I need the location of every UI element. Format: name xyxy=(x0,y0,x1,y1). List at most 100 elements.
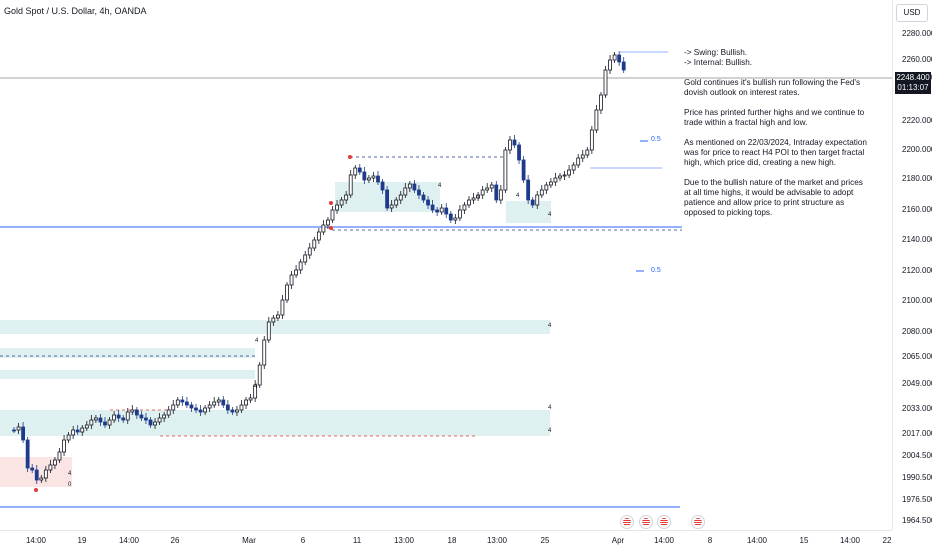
candle-body xyxy=(307,247,312,256)
candle-body xyxy=(435,209,440,213)
note-paragraph-1: Gold continues it's bullish run followin… xyxy=(684,78,861,97)
time-tick-label: 14:00 xyxy=(839,536,861,545)
fib-half-upper: 0.5 xyxy=(651,136,661,143)
candle-body xyxy=(621,61,626,71)
price-tick-label: 2120.000 xyxy=(902,266,932,275)
time-tick-label: 14:00 xyxy=(25,536,47,545)
time-tick-label: 19 xyxy=(77,536,87,545)
zone-tag: 4 xyxy=(548,323,552,329)
candle-body xyxy=(248,397,253,401)
candle-body xyxy=(421,194,426,201)
poi-zone xyxy=(0,348,255,358)
zone-tag: 4 xyxy=(476,195,480,201)
candle-body xyxy=(285,284,289,301)
candle-body xyxy=(426,199,430,206)
poi-zone xyxy=(0,370,255,379)
candle-body xyxy=(549,181,553,186)
us-flag-icon[interactable] xyxy=(691,515,705,529)
candle-body xyxy=(344,194,349,201)
chart-area[interactable]: 4 4 4 4 4 4 4 4 4 4 0 xyxy=(0,0,892,530)
candle-body xyxy=(221,399,226,406)
time-tick-label: 14:00 xyxy=(118,536,140,545)
candle-body xyxy=(403,187,408,196)
candle-body xyxy=(157,417,162,423)
zone-tag: 4 xyxy=(548,212,552,218)
candle-body xyxy=(203,407,208,413)
note-paragraph-2: Price has printed further highs and we c… xyxy=(684,108,865,127)
time-tick-label: 14:00 xyxy=(653,536,675,545)
candle-body xyxy=(366,177,371,181)
candle-body xyxy=(544,184,549,191)
time-tick-label: 22 xyxy=(882,536,892,545)
us-flag-icon[interactable] xyxy=(620,515,634,529)
candle-body xyxy=(612,54,617,61)
us-flag-icon[interactable] xyxy=(639,515,653,529)
price-tick-label: 2049.000 xyxy=(902,379,932,388)
candle-body xyxy=(184,401,189,406)
note-paragraph-4: Due to the bullish nature of the market … xyxy=(684,178,863,217)
candle-body xyxy=(385,189,390,209)
candle-body xyxy=(30,467,35,471)
candle-body xyxy=(567,169,571,176)
candle-body xyxy=(239,404,244,411)
price-tick-label: 2280.000 xyxy=(902,29,932,38)
candle-body xyxy=(571,164,576,171)
poi-zone xyxy=(0,320,550,334)
candle-body xyxy=(225,404,230,411)
candle-body xyxy=(330,209,335,221)
candle-body xyxy=(62,439,66,453)
candle-body xyxy=(153,421,157,426)
price-tick-label: 2260.000 xyxy=(902,55,932,64)
time-tick-label: 8 xyxy=(707,536,713,545)
candle-body xyxy=(257,364,262,386)
candle-body xyxy=(357,167,362,173)
candle-body xyxy=(558,175,562,179)
fib-half-lower: 0.5 xyxy=(651,267,661,274)
candle-body xyxy=(66,434,71,441)
candle-body xyxy=(476,194,481,199)
candle-body xyxy=(107,419,112,426)
price-tick-label: 2004.500 xyxy=(902,451,932,460)
current-price-value: 2248.400 xyxy=(896,73,930,82)
candle-body xyxy=(448,213,453,221)
candle-body xyxy=(94,417,98,421)
price-tick-label: 2017.000 xyxy=(902,429,932,438)
candle-body xyxy=(453,217,458,221)
price-tick-label: 2220.000 xyxy=(902,116,932,125)
us-flag-icon[interactable] xyxy=(657,515,671,529)
candle-body xyxy=(321,224,326,233)
price-tick-label: 2140.000 xyxy=(902,235,932,244)
candle-body xyxy=(298,261,303,271)
price-tick-label: 2200.000 xyxy=(902,145,932,154)
candle-body xyxy=(603,69,608,96)
candle-body xyxy=(266,321,271,341)
countdown-timer: 01:13:07 xyxy=(897,83,929,92)
candle-body xyxy=(553,177,558,183)
candle-body xyxy=(508,139,512,151)
candle-body xyxy=(84,424,89,429)
candle-body xyxy=(348,174,353,196)
pivot-marker xyxy=(329,201,333,205)
candlestick-chart[interactable]: 4 4 4 4 4 4 4 4 4 4 0 xyxy=(0,0,892,530)
candle-body xyxy=(198,409,203,413)
candle-body xyxy=(362,171,367,181)
candle-body xyxy=(207,404,212,409)
candle-body xyxy=(398,194,403,201)
candle-body xyxy=(75,429,80,433)
time-axis[interactable] xyxy=(0,530,892,551)
candle-body xyxy=(580,154,585,159)
time-tick-label: 11 xyxy=(352,536,362,545)
currency-button[interactable]: USD xyxy=(896,4,928,22)
candle-body xyxy=(521,159,526,181)
candle-body xyxy=(275,314,280,319)
candle-body xyxy=(457,209,462,219)
candle-body xyxy=(194,407,198,411)
candle-body xyxy=(562,174,567,177)
candle-body xyxy=(39,477,44,481)
time-tick-label: 18 xyxy=(447,536,457,545)
analysis-note: -> Swing: Bullish. -> Internal: Bullish.… xyxy=(684,48,869,228)
candle-body xyxy=(503,149,508,191)
candle-body xyxy=(585,149,590,156)
poi-zone xyxy=(0,426,550,436)
candle-body xyxy=(576,157,581,166)
